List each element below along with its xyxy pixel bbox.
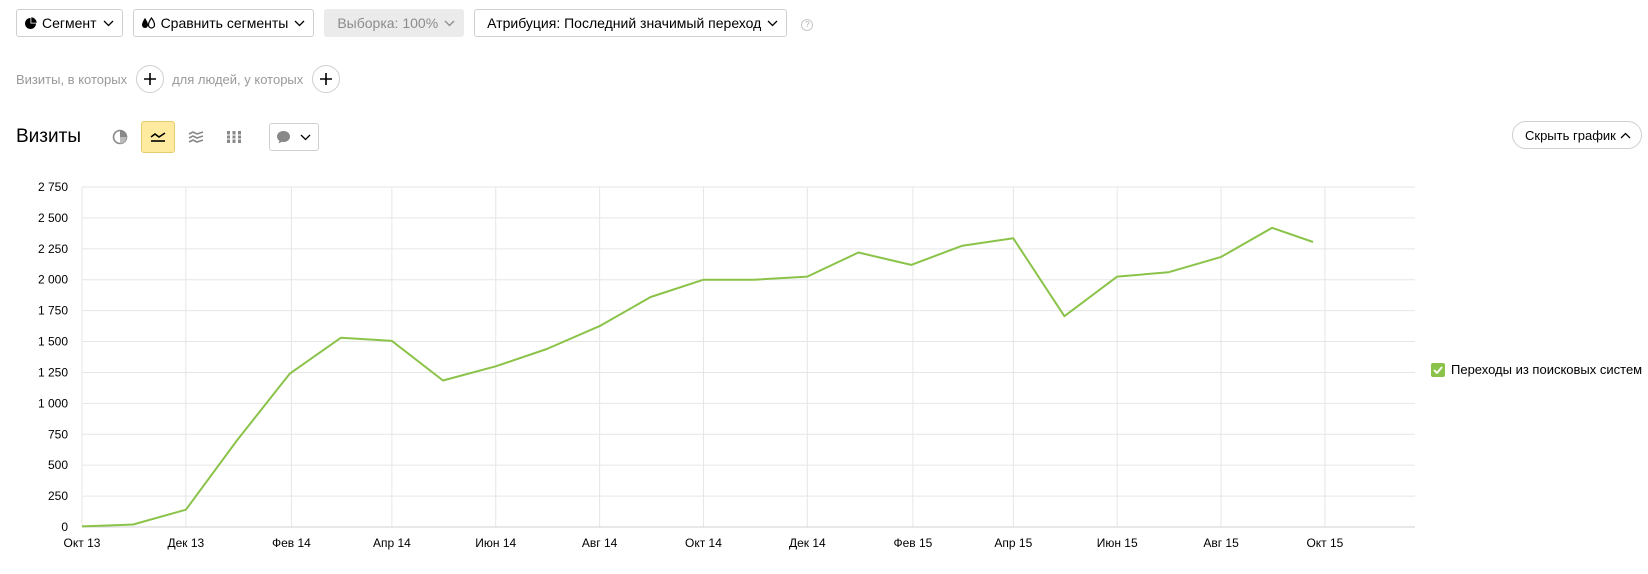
x-tick-label: Окт 15: [1306, 536, 1343, 550]
plus-icon: [144, 73, 157, 85]
x-tick-label: Фев 15: [893, 536, 932, 550]
x-tick-label: Июн 15: [1097, 536, 1138, 550]
plus-icon: [320, 73, 333, 85]
segment-conditions: Визиты, в которых для людей, у которых: [16, 65, 348, 93]
legend-series-label: Переходы из поисковых систем: [1451, 362, 1643, 377]
chart-title: Визиты: [16, 126, 81, 147]
x-tick-label: Июн 14: [475, 536, 516, 550]
pie-view-button[interactable]: [103, 121, 137, 153]
attribution-label: Атрибуция: Последний значимый переход: [487, 15, 762, 31]
compare-segments-button[interactable]: Сравнить сегменты: [132, 9, 315, 37]
chevron-down-icon: [767, 20, 778, 27]
drops-icon: [141, 16, 156, 30]
add-people-condition-button[interactable]: [312, 65, 341, 93]
line-view-button[interactable]: [140, 121, 175, 153]
segment-button[interactable]: Сегмент: [16, 9, 123, 37]
x-tick-label: Апр 14: [373, 536, 411, 550]
x-tick-label: Окт 13: [64, 536, 101, 550]
y-tick-label: 1 000: [38, 396, 68, 410]
sample-button[interactable]: Выборка: 100%: [324, 9, 465, 37]
chart-header: Визиты: [16, 121, 319, 153]
x-tick-label: Дек 13: [167, 536, 204, 550]
y-tick-label: 1 500: [38, 335, 68, 349]
segment-label: Сегмент: [42, 15, 97, 31]
add-visit-condition-button[interactable]: [136, 65, 165, 93]
visits-line-chart: 0 250 500 750 1 000 1 250 1 500 1 750 2 000 2 250…: [38, 180, 1415, 550]
pie-view-icon: [112, 129, 128, 145]
y-tick-label: 250: [48, 489, 68, 503]
help-icon[interactable]: ?: [801, 18, 814, 31]
toolbar: Сегмент Сравнить сегменты Выборка: 100% …: [16, 9, 814, 37]
speech-bubble-icon: [277, 131, 291, 144]
line-chart-icon: [150, 132, 166, 142]
y-tick-label: 1 750: [38, 304, 68, 318]
area-view-button[interactable]: [179, 121, 213, 153]
y-tick-label: 750: [48, 427, 68, 441]
pie-chart-icon: [24, 16, 37, 30]
people-condition-label: для людей, у которых: [172, 71, 304, 87]
checkmark-icon: [1433, 365, 1443, 374]
y-tick-label: 1 250: [38, 365, 68, 379]
x-tick-label: Дек 14: [789, 536, 826, 550]
chevron-down-icon: [294, 20, 305, 27]
x-tick-label: Апр 15: [994, 536, 1032, 550]
visits-condition-label: Визиты, в которых: [16, 71, 128, 87]
y-tick-label: 2 000: [38, 273, 68, 287]
x-tick-label: Авг 15: [1203, 536, 1239, 550]
attribution-button[interactable]: Атрибуция: Последний значимый переход: [474, 9, 788, 37]
x-tick-label: Окт 14: [685, 536, 722, 550]
x-tick-label: Фев 14: [272, 536, 311, 550]
y-tick-label: 2 250: [38, 242, 68, 256]
chevron-down-icon: [103, 20, 114, 27]
annotations-button[interactable]: [268, 123, 319, 151]
y-tick-label: 500: [48, 458, 68, 472]
y-tick-label: 0: [61, 520, 68, 534]
chevron-down-icon: [444, 20, 455, 27]
x-tick-label: Авг 14: [582, 536, 618, 550]
bar-chart-icon: [226, 131, 241, 143]
chevron-down-icon: [300, 134, 311, 141]
y-tick-label: 2 500: [38, 211, 68, 225]
sample-label: Выборка: 100%: [337, 15, 439, 31]
legend-checkbox[interactable]: [1431, 362, 1445, 377]
hide-chart-button[interactable]: Скрыть график: [1512, 121, 1642, 149]
stacked-area-icon: [188, 131, 204, 143]
compare-segments-label: Сравнить сегменты: [160, 15, 289, 31]
hide-chart-label: Скрыть график: [1525, 127, 1616, 143]
y-tick-label: 2 750: [38, 180, 68, 194]
series-line: [81, 226, 1314, 528]
bar-view-button[interactable]: [217, 121, 251, 153]
chevron-up-icon: [1620, 132, 1631, 139]
chart-legend: Переходы из поисковых систем: [1431, 362, 1642, 377]
